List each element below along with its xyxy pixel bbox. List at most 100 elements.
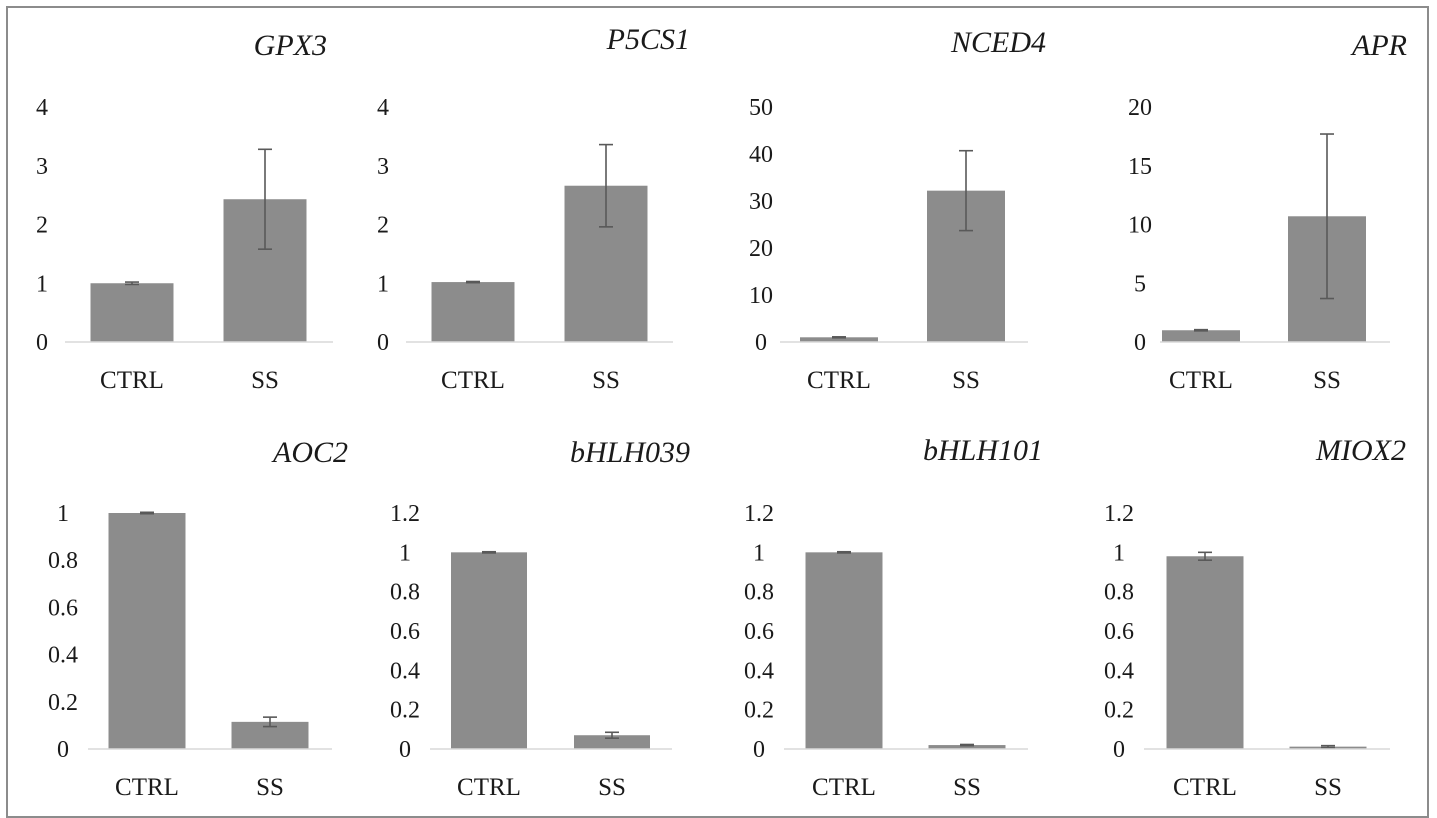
x-category-label: SS	[1313, 367, 1341, 394]
y-tick-label: 1	[753, 540, 765, 566]
y-tick-label: 3	[36, 154, 48, 180]
chart-panel-bhlh101: bHLH101 0 0.2 0.4 0.6 0.8 1 1.2 CTRL SS	[744, 434, 1043, 801]
y-tick-label: 0	[36, 330, 48, 356]
x-category-label: CTRL	[812, 774, 876, 801]
error-bar-ctrl	[482, 550, 496, 554]
y-tick-label: 0.6	[1104, 619, 1134, 645]
chart-title: APR	[1350, 29, 1407, 62]
bar-ctrl	[800, 337, 878, 342]
y-tick-label: 0.8	[1104, 580, 1134, 606]
x-category-label: SS	[592, 367, 620, 394]
error-bar-ctrl	[140, 511, 154, 515]
y-tick-label: 0.2	[48, 690, 78, 716]
y-tick-label: 0.4	[390, 658, 420, 684]
bar-ctrl	[805, 552, 883, 749]
error-bar-ss	[1320, 133, 1334, 300]
chart-panel-gpx3: GPX3 0 1 2 3 4 CTRL SS	[36, 29, 333, 394]
x-category-label: SS	[256, 774, 284, 801]
x-category-label: CTRL	[457, 774, 521, 801]
y-tick-label: 4	[377, 95, 389, 121]
y-tick-label: 1.2	[1104, 501, 1134, 527]
y-tick-label: 1	[1113, 540, 1125, 566]
bar-ctrl	[1162, 330, 1240, 342]
y-tick-label: 10	[1128, 213, 1152, 239]
y-tick-label: 0.4	[1104, 658, 1134, 684]
bar-ctrl	[1166, 556, 1244, 749]
y-tick-label: 0	[1113, 737, 1125, 763]
y-tick-label: 40	[749, 142, 773, 168]
y-tick-label: 15	[1128, 154, 1152, 180]
y-tick-label: 20	[1128, 95, 1152, 121]
x-category-label: SS	[1314, 774, 1342, 801]
error-bar-ctrl	[832, 336, 846, 339]
y-tick-label: 10	[749, 283, 773, 309]
y-tick-label: 1	[399, 540, 411, 566]
y-tick-label: 5	[1134, 271, 1146, 297]
chart-title: bHLH039	[570, 436, 690, 469]
y-tick-label: 0.6	[744, 619, 774, 645]
y-tick-label: 1	[36, 271, 48, 297]
x-category-label: SS	[251, 367, 279, 394]
y-tick-label: 0	[57, 737, 69, 763]
y-tick-label: 0	[753, 737, 765, 763]
x-category-label: CTRL	[100, 367, 164, 394]
bar-ctrl	[451, 552, 527, 749]
y-tick-label: 4	[36, 95, 48, 121]
error-bar-ctrl	[125, 281, 139, 286]
bar-ctrl	[90, 283, 174, 342]
x-category-label: CTRL	[1169, 367, 1233, 394]
y-tick-label: 0.2	[744, 698, 774, 724]
bar-ctrl	[108, 513, 186, 749]
error-bar-ctrl	[1198, 551, 1212, 562]
chart-panel-miox2: MIOX2 0 0.2 0.4 0.6 0.8 1 1.2 CTRL SS	[1104, 434, 1406, 801]
x-category-label: CTRL	[1173, 774, 1237, 801]
y-tick-label: 0.2	[1104, 698, 1134, 724]
x-category-label: CTRL	[441, 367, 505, 394]
chart-panel-aoc2: AOC2 0 0.2 0.4 0.6 0.8 1 CTRL SS	[48, 436, 348, 801]
y-tick-label: 50	[749, 95, 773, 121]
y-tick-label: 30	[749, 189, 773, 215]
error-bar-ss	[599, 143, 613, 228]
error-bar-ss	[605, 731, 619, 739]
chart-panel-apr: APR 0 5 10 15 20 CTRL SS	[1128, 29, 1407, 394]
x-category-label: CTRL	[115, 774, 179, 801]
error-bar-ss	[959, 149, 973, 232]
y-tick-label: 0	[1134, 330, 1146, 356]
y-tick-label: 1.2	[390, 501, 420, 527]
y-tick-label: 0.4	[48, 643, 78, 669]
bar-ss	[574, 735, 650, 749]
y-tick-label: 20	[749, 236, 773, 262]
error-bar-ctrl	[466, 280, 480, 284]
y-tick-label: 0.8	[744, 580, 774, 606]
chart-title: GPX3	[254, 29, 327, 62]
x-category-label: SS	[952, 367, 980, 394]
error-bar-ss	[263, 716, 277, 728]
y-tick-label: 0.4	[744, 658, 774, 684]
error-bar-ss	[960, 743, 974, 747]
y-tick-label: 0.8	[390, 580, 420, 606]
y-tick-label: 0.8	[48, 548, 78, 574]
y-tick-label: 0.2	[390, 698, 420, 724]
y-tick-label: 0.6	[390, 619, 420, 645]
error-bar-ctrl	[1194, 328, 1208, 332]
chart-title: bHLH101	[923, 434, 1043, 467]
y-tick-label: 0	[399, 737, 411, 763]
chart-title: AOC2	[271, 436, 348, 469]
chart-panel-bhlh039: bHLH039 0 0.2 0.4 0.6 0.8 1 1.2 CTRL SS	[390, 436, 690, 801]
y-tick-label: 2	[377, 213, 389, 239]
x-category-label: SS	[598, 774, 626, 801]
x-category-label: SS	[953, 774, 981, 801]
error-bar-ss	[1321, 744, 1335, 749]
y-tick-label: 0	[377, 330, 389, 356]
y-tick-label: 1	[57, 501, 69, 527]
chart-title: P5CS1	[606, 23, 690, 56]
x-category-label: CTRL	[807, 367, 871, 394]
y-tick-label: 0.6	[48, 595, 78, 621]
y-tick-label: 1.2	[744, 501, 774, 527]
y-tick-label: 1	[377, 271, 389, 297]
chart-panel-p5cs1: P5CS1 0 1 2 3 4 CTRL SS	[377, 23, 690, 394]
bar-ss	[928, 745, 1006, 749]
y-tick-label: 2	[36, 213, 48, 239]
y-tick-label: 0	[755, 330, 767, 356]
